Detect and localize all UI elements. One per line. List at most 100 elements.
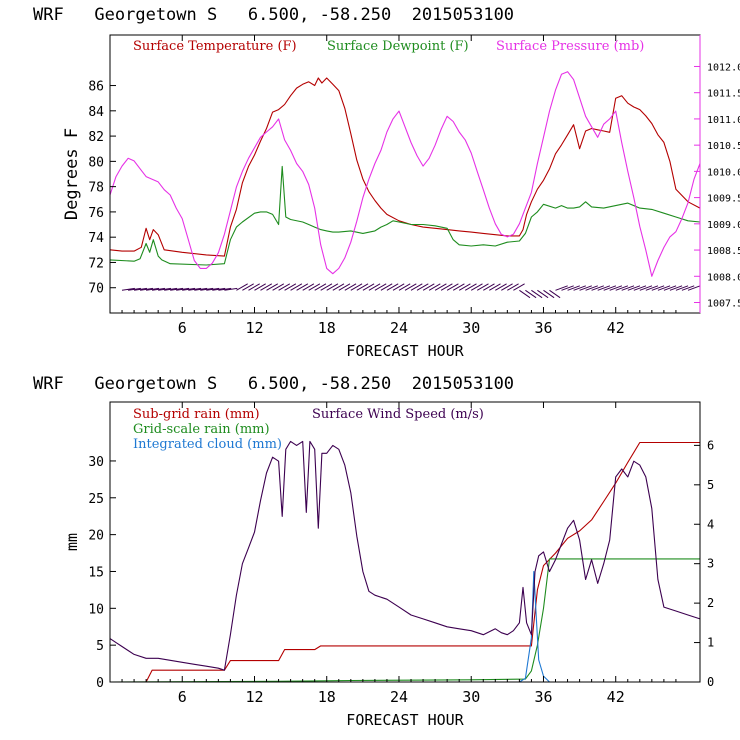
wind-barb [134,287,148,291]
wind-barb [651,285,665,291]
y-tick-label: 76 [88,206,104,221]
wind-barb [543,289,555,299]
x-tick-label: 42 [607,688,625,706]
legend: Sub-grid rain (mm) Grid-scale rain (mm) … [133,407,484,452]
wind-barb [374,283,387,291]
y2-tick-label: 2 [707,596,714,610]
wind-barb [597,285,611,291]
wind-barb [489,283,501,291]
wind-barb [507,283,519,291]
wind-barb [476,283,489,291]
wind-barb [356,283,369,291]
y2-tick-label: 1010.0 [707,167,740,178]
wind-barb [567,285,580,291]
y-tick-label: 78 [88,181,104,196]
y-tick-label: 82 [88,130,104,145]
wind-barb [669,285,683,291]
wind-barb [320,283,333,291]
wind-barb [675,285,689,291]
wind-barb [446,283,459,291]
wind-barb [561,285,574,291]
x-tick-label: 18 [318,688,336,706]
wind-barb [573,285,586,291]
wind-barb [218,287,232,291]
wind-barb [621,285,635,291]
y-tick-label: 70 [88,282,104,297]
legend-entry-wind-speed: Surface Wind Speed (m/s) [312,407,484,422]
wind-barb [531,289,543,299]
wind-barb [483,283,495,291]
wind-barb [236,283,248,291]
y-tick-label: 5 [96,639,104,654]
plot-frame [109,401,701,683]
chart-temperature: WRF Georgetown S 6.500, -58.250 20150531… [33,5,740,360]
wind-barb [452,283,465,291]
y-tick-label: 74 [88,231,104,246]
x-tick-label: 24 [390,688,408,706]
wind-barb [248,283,260,291]
wind-barb [464,283,477,291]
wind-barb [121,287,135,291]
wind-barb [392,283,405,291]
x-tick-label: 6 [178,688,187,706]
wind-barb [639,285,653,291]
wind-barb [296,283,309,291]
wind-barb [416,283,429,291]
y-tick-label: 72 [88,256,104,271]
wind-barb [633,285,647,291]
y2-tick-label: 1010.5 [707,141,740,152]
y-tick-label: 10 [88,602,104,617]
wind-barb [579,285,592,291]
x-tick-label: 36 [534,319,552,337]
wind-barb [302,283,315,291]
wind-barb [314,283,327,291]
wind-barb [188,287,202,291]
legend: Surface Temperature (F) Surface Dewpoint… [133,39,644,54]
y2-tick-label: 1012.0 [707,62,740,73]
wind-barb [440,283,453,291]
series-line-integrated-cloud-mm [110,570,700,683]
wind-barb [410,283,423,291]
y2-tick-label: 1007.5 [707,299,740,310]
legend-entry-gridscale-rain: Grid-scale rain (mm) [133,422,270,437]
y2-tick-label: 4 [707,517,714,531]
x-tick-label: 12 [245,688,263,706]
wind-barb [603,285,617,291]
wind-barb [663,285,677,291]
y-tick-label: 25 [88,492,104,507]
y2-tick-label: 1011.5 [707,89,740,100]
wind-barb [519,289,531,299]
wind-barb [140,287,154,291]
wind-barb [537,289,549,299]
y-tick-label: 80 [88,155,104,170]
x-tick-label: 42 [607,319,625,337]
wind-barb [152,287,166,291]
wind-barb [404,283,417,291]
wind-barb [615,285,629,291]
series-line-surface-temperature-f [109,77,701,257]
wind-barb [338,283,351,291]
wind-barb [428,283,441,291]
wind-barb [158,287,172,291]
y2-tick-label: 6 [707,438,714,452]
wind-barb [164,287,178,291]
wind-barb [266,283,279,291]
wind-barb [627,285,641,291]
y-axis-label: mm [63,533,81,551]
x-tick-label: 18 [318,319,336,337]
y2-tick-label: 1009.5 [707,194,740,205]
wind-barb [344,283,357,291]
y-tick-label: 84 [88,105,104,120]
wind-barb [290,283,303,291]
y2-tick-label: 1011.0 [707,115,740,126]
y2-tick-label: 1008.0 [707,272,740,283]
y-tick-label: 15 [88,565,104,580]
wind-barb [398,283,411,291]
wind-barb [254,283,266,291]
x-tick-label: 30 [462,319,480,337]
wind-barb [555,285,568,291]
y-axis-right: 1007.5 1008.0 1008.5 1009.0 1009.5 1010.0 1010… [694,62,740,310]
series-line-sub-grid-rain-mm [110,441,700,683]
